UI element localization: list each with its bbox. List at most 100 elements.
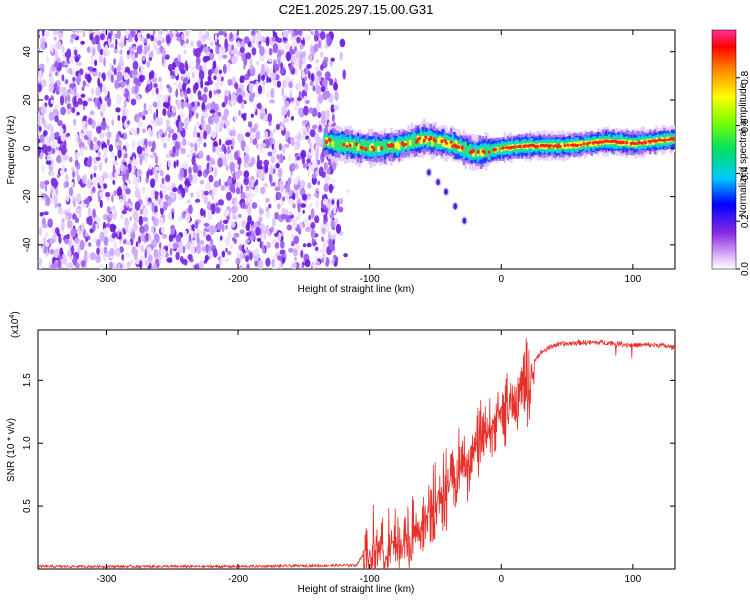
noise-cell (99, 199, 103, 209)
noise-cell (277, 255, 283, 261)
noise-cell (165, 34, 171, 45)
noise-cell (134, 51, 139, 59)
top-x-tick-label: 100 (625, 274, 642, 285)
noise-cell (313, 192, 319, 197)
noise-cell (167, 212, 173, 221)
colorbar-tick-label: 0.0 (740, 262, 750, 276)
noise-cell (264, 64, 268, 71)
noise-cell (292, 203, 296, 209)
noise-cell (317, 94, 324, 104)
chart-title: C2E1.2025.297.15.00.G31 (279, 2, 434, 17)
noise-cell (198, 70, 205, 80)
noise-cell (44, 241, 50, 248)
signal-cell (461, 145, 464, 150)
noise-cell (54, 104, 60, 109)
signal-cell (377, 140, 380, 152)
noise-cell (224, 181, 229, 187)
noise-cell (80, 146, 84, 157)
noise-cell (125, 252, 130, 258)
noise-cell (235, 187, 241, 195)
noise-cell (81, 120, 87, 126)
signal-cell (634, 142, 638, 146)
top-x-tick-label: 0 (498, 274, 504, 285)
noise-cell (165, 245, 168, 251)
noise-cell (85, 145, 88, 151)
noise-cell (41, 165, 45, 173)
noise-cell (73, 118, 77, 126)
noise-cell (172, 187, 178, 193)
signal-cell (352, 139, 355, 152)
noise-cell (148, 104, 153, 115)
noise-cell (256, 60, 259, 66)
noise-cell (225, 224, 228, 230)
noise-cell (44, 180, 50, 186)
signal-cell (459, 145, 462, 152)
noise-cell (259, 46, 265, 56)
noise-cell (261, 63, 265, 74)
colorbar-ticks: 0.0 0.2 0.4 0.6 0.8 (736, 70, 750, 276)
signal-cell (472, 149, 475, 153)
noise-cell (80, 260, 86, 268)
signal-cell (380, 141, 384, 150)
noise-cell (268, 37, 272, 45)
noise-cell (109, 223, 116, 233)
noise-cell (115, 107, 121, 113)
noise-cell (254, 36, 260, 43)
noise-cell (286, 224, 293, 231)
noise-cell (290, 162, 296, 172)
noise-cell (125, 225, 128, 233)
snr-frame (37, 329, 676, 570)
noise-cell (342, 69, 346, 80)
noise-cell (109, 247, 115, 257)
noise-region (38, 30, 350, 269)
noise-cell (316, 70, 322, 77)
noise-cell (151, 202, 155, 213)
noise-cell (245, 52, 252, 60)
noise-cell (58, 86, 65, 94)
noise-cell (98, 71, 102, 78)
noise-cell (191, 155, 196, 166)
signal-cell (407, 140, 410, 149)
noise-cell (291, 41, 295, 51)
noise-cell (273, 232, 279, 237)
noise-cell (276, 203, 281, 210)
noise-cell (151, 189, 155, 200)
noise-cell (73, 198, 76, 208)
signal-cell (522, 144, 526, 148)
noise-cell (160, 226, 166, 234)
bottom-x-tick-label: -100 (360, 574, 380, 585)
noise-cell (230, 50, 236, 55)
noise-cell (44, 136, 49, 141)
noise-cell (143, 45, 148, 55)
noise-cell (136, 176, 141, 183)
noise-cell (276, 80, 282, 88)
noise-cell (217, 157, 223, 168)
noise-cell (165, 94, 169, 103)
signal-cell (355, 142, 358, 147)
noise-cell (38, 257, 43, 266)
noise-cell (247, 204, 252, 215)
signal-cell (604, 139, 608, 143)
signal-cell (421, 136, 425, 141)
noise-cell (190, 40, 194, 47)
signal-cell (484, 147, 488, 158)
signal-cell (519, 145, 522, 148)
noise-cell (293, 235, 300, 245)
noise-cell (243, 241, 248, 251)
noise-cell (203, 227, 206, 238)
noise-cell (126, 241, 132, 246)
signal-cell (544, 144, 548, 147)
noise-cell (317, 30, 322, 34)
noise-cell (196, 263, 199, 269)
signal-cell (491, 146, 494, 154)
noise-cell (279, 249, 286, 255)
noise-cell (302, 163, 308, 169)
noise-cell (315, 246, 319, 251)
noise-cell (129, 127, 135, 134)
noise-cell (65, 193, 70, 202)
noise-cell (278, 143, 283, 151)
noise-cell (191, 239, 196, 246)
noise-cell (99, 231, 105, 242)
noise-cell (174, 66, 179, 77)
noise-cell (302, 57, 307, 62)
